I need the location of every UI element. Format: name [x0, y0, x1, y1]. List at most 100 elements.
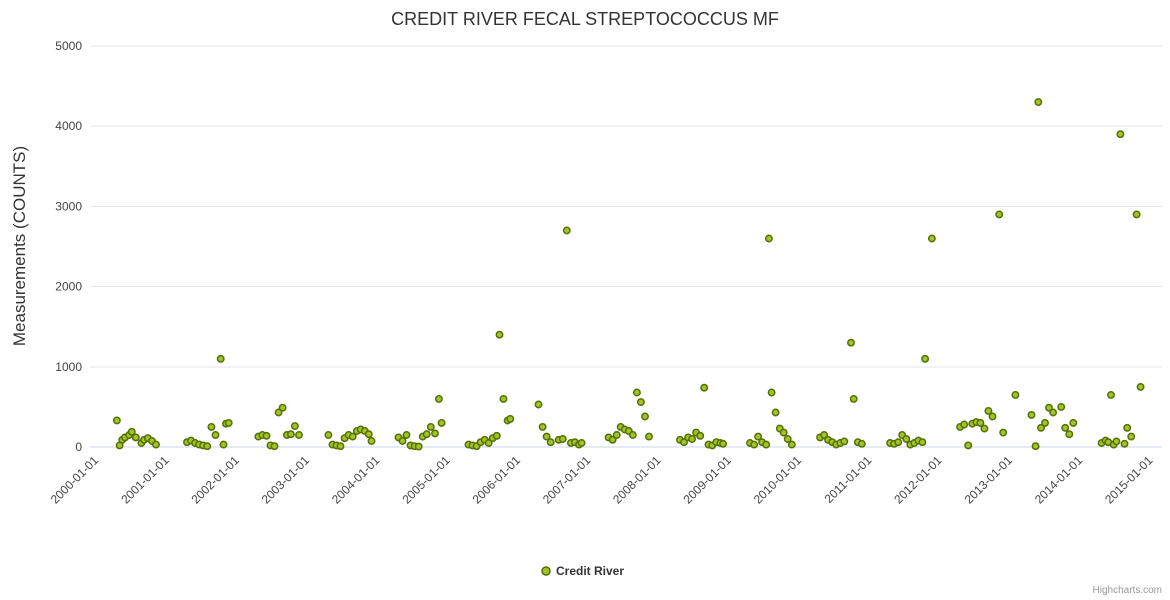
- scatter-point[interactable]: [1136, 382, 1145, 391]
- scatter-point[interactable]: [750, 440, 759, 449]
- scatter-point[interactable]: [608, 435, 617, 444]
- scatter-point[interactable]: [857, 439, 866, 448]
- scatter-point[interactable]: [1069, 418, 1078, 427]
- scatter-point[interactable]: [783, 435, 792, 443]
- scatter-point[interactable]: [700, 383, 709, 392]
- scatter-point[interactable]: [437, 418, 446, 427]
- scatter-point[interactable]: [1027, 410, 1036, 419]
- scatter-point[interactable]: [771, 408, 780, 417]
- scatter-point[interactable]: [127, 427, 136, 436]
- scatter-point[interactable]: [414, 442, 423, 451]
- scatter-point[interactable]: [207, 422, 216, 431]
- scatter-point[interactable]: [1011, 390, 1020, 399]
- scatter-point[interactable]: [295, 431, 303, 439]
- scatter-point[interactable]: [1123, 423, 1132, 432]
- scatter-point[interactable]: [847, 338, 855, 347]
- scatter-point[interactable]: [688, 435, 697, 443]
- scatter-point[interactable]: [1065, 430, 1074, 439]
- scatter-point[interactable]: [499, 394, 508, 403]
- scatter-point[interactable]: [645, 432, 653, 441]
- scatter-point[interactable]: [696, 431, 705, 440]
- scatter-point[interactable]: [1127, 432, 1136, 441]
- scatter-point[interactable]: [324, 431, 333, 439]
- scatter-point[interactable]: [534, 400, 543, 409]
- scatter-point[interactable]: [927, 234, 936, 243]
- scatter-point[interactable]: [1037, 423, 1045, 432]
- scatter-point[interactable]: [1061, 423, 1070, 432]
- scatter-point[interactable]: [764, 234, 773, 243]
- scatter-point[interactable]: [1112, 437, 1121, 446]
- scatter-point[interactable]: [131, 433, 140, 442]
- scatter-point[interactable]: [1107, 390, 1115, 399]
- scatter-point[interactable]: [779, 428, 788, 437]
- scatter-point[interactable]: [1120, 439, 1129, 448]
- scatter-point[interactable]: [960, 420, 969, 429]
- scatter-point[interactable]: [348, 432, 357, 441]
- scatter-point[interactable]: [976, 418, 985, 427]
- scatter-point[interactable]: [612, 431, 621, 439]
- scatter-point[interactable]: [262, 431, 271, 440]
- scatter-point[interactable]: [680, 438, 688, 447]
- scatter-point[interactable]: [820, 431, 829, 439]
- scatter-point[interactable]: [577, 439, 586, 447]
- scatter-point[interactable]: [290, 422, 299, 431]
- scatter-point[interactable]: [628, 431, 637, 439]
- scatter-point[interactable]: [402, 431, 411, 439]
- scatter-point[interactable]: [558, 435, 567, 443]
- scatter-point[interactable]: [902, 435, 911, 443]
- scatter-point[interactable]: [849, 394, 858, 403]
- scatter-point[interactable]: [1041, 418, 1049, 427]
- scatter-point[interactable]: [984, 406, 993, 415]
- scatter-point[interactable]: [538, 422, 547, 431]
- scatter-point[interactable]: [216, 354, 225, 363]
- scatter-point[interactable]: [546, 438, 555, 447]
- scatter-point[interactable]: [1132, 210, 1141, 219]
- scatter-point[interactable]: [762, 440, 771, 449]
- scatter-point[interactable]: [918, 438, 927, 447]
- scatter-point[interactable]: [431, 429, 439, 438]
- scatter-point[interactable]: [840, 437, 849, 446]
- scatter-point[interactable]: [274, 408, 283, 417]
- scatter-point[interactable]: [336, 442, 345, 451]
- scatter-point[interactable]: [278, 403, 287, 412]
- scatter-point[interactable]: [506, 414, 515, 423]
- scatter-point[interactable]: [1045, 403, 1053, 412]
- scatter-point[interactable]: [964, 441, 973, 450]
- scatter-point[interactable]: [562, 226, 571, 235]
- scatter-point[interactable]: [286, 430, 295, 439]
- scatter-point[interactable]: [492, 431, 501, 440]
- scatter-point[interactable]: [999, 428, 1008, 437]
- scatter-point[interactable]: [270, 442, 279, 451]
- scatter-point[interactable]: [1031, 442, 1040, 451]
- scatter-point[interactable]: [1034, 98, 1043, 107]
- scatter-point[interactable]: [632, 388, 641, 397]
- scatter-point[interactable]: [398, 437, 407, 445]
- scatter-point[interactable]: [921, 354, 930, 363]
- scatter-point[interactable]: [542, 432, 551, 441]
- scatter-point[interactable]: [787, 440, 796, 449]
- scatter-point[interactable]: [152, 440, 160, 449]
- scatter-point[interactable]: [426, 422, 435, 431]
- scatter-point[interactable]: [980, 424, 989, 433]
- scatter-point[interactable]: [364, 430, 373, 439]
- scatter-point[interactable]: [995, 210, 1004, 219]
- credits-link[interactable]: Highcharts.com: [1093, 585, 1162, 596]
- scatter-point[interactable]: [754, 432, 763, 441]
- scatter-point[interactable]: [767, 388, 776, 397]
- scatter-point[interactable]: [112, 416, 121, 425]
- scatter-point[interactable]: [641, 412, 649, 421]
- scatter-point[interactable]: [224, 418, 233, 427]
- scatter-point[interactable]: [367, 437, 376, 445]
- scatter-point[interactable]: [434, 394, 443, 403]
- scatter-point[interactable]: [988, 412, 997, 421]
- scatter-point[interactable]: [203, 442, 212, 451]
- scatter-point[interactable]: [1049, 408, 1058, 417]
- scatter-point[interactable]: [211, 431, 220, 439]
- scatter-point[interactable]: [1116, 130, 1125, 139]
- scatter-point[interactable]: [422, 430, 431, 439]
- scatter-point[interactable]: [495, 330, 504, 339]
- scatter-point[interactable]: [636, 398, 645, 407]
- scatter-point[interactable]: [894, 438, 903, 447]
- legend[interactable]: Credit River: [541, 564, 624, 578]
- scatter-point[interactable]: [719, 439, 728, 448]
